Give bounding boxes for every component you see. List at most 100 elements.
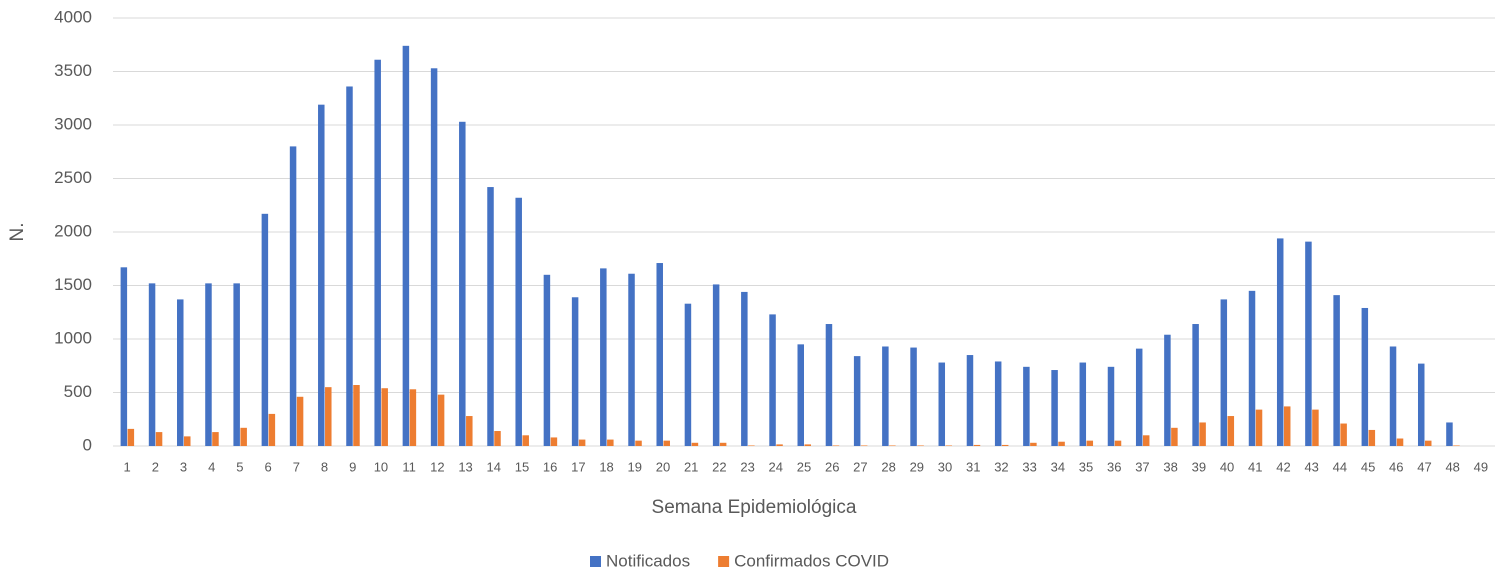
bar — [1107, 366, 1115, 446]
bar — [1340, 423, 1347, 446]
bar — [1227, 416, 1235, 446]
x-tick-label: 13 — [458, 459, 472, 474]
x-tick-label: 1 — [123, 459, 130, 474]
x-tick-label: 11 — [402, 459, 416, 474]
bar — [1361, 307, 1369, 446]
x-tick-label: 49 — [1474, 459, 1488, 474]
bar — [155, 432, 163, 446]
bar — [748, 445, 755, 446]
y-tick-label: 500 — [64, 382, 92, 401]
bar — [148, 283, 156, 446]
bar — [1446, 422, 1453, 446]
bar — [882, 346, 889, 446]
bar — [353, 385, 360, 446]
bar — [966, 355, 974, 446]
bar — [1368, 429, 1376, 446]
bar — [1389, 346, 1397, 446]
bar — [938, 362, 946, 446]
x-tick-label: 31 — [966, 459, 980, 474]
x-tick-label: 27 — [853, 459, 867, 474]
bar — [1199, 422, 1206, 446]
bar — [1305, 241, 1312, 446]
x-tick-label: 24 — [769, 459, 783, 474]
bar — [1051, 370, 1058, 446]
x-tick-label: 34 — [1051, 459, 1065, 474]
bar — [804, 444, 811, 446]
bar — [656, 263, 663, 446]
bar — [381, 388, 388, 446]
bar — [1312, 409, 1319, 446]
bar — [712, 284, 720, 446]
bar — [600, 268, 607, 446]
y-tick-label: 1000 — [54, 328, 92, 347]
x-tick-label: 37 — [1135, 459, 1149, 474]
x-tick-label: 18 — [599, 459, 613, 474]
bar — [684, 303, 692, 446]
bar — [776, 444, 783, 446]
bar — [346, 86, 353, 446]
x-tick-label: 7 — [293, 459, 300, 474]
x-tick-label: 4 — [208, 459, 215, 474]
bar — [1192, 324, 1199, 446]
bar — [184, 436, 191, 446]
x-tick-label: 25 — [797, 459, 811, 474]
bar — [1001, 444, 1009, 446]
bar — [1114, 440, 1122, 446]
bar — [889, 445, 896, 446]
bar — [550, 437, 558, 446]
bar — [1220, 299, 1228, 446]
bar — [289, 146, 297, 446]
x-tick-label: 15 — [515, 459, 529, 474]
bar — [127, 428, 135, 446]
bar — [1333, 295, 1340, 446]
bar — [578, 439, 586, 446]
x-tick-label: 2 — [152, 459, 159, 474]
bar — [769, 314, 776, 446]
bar — [994, 361, 1002, 446]
bar — [1142, 435, 1150, 446]
bar — [1396, 438, 1404, 446]
y-tick-label: 4000 — [54, 7, 92, 26]
bar — [910, 347, 917, 446]
bar — [268, 413, 276, 446]
x-tick-label: 6 — [265, 459, 272, 474]
bar — [325, 387, 332, 446]
x-tick-label: 28 — [881, 459, 895, 474]
bar — [437, 394, 445, 446]
bar — [973, 444, 981, 446]
bar — [296, 396, 304, 446]
bar — [374, 59, 381, 446]
x-tick-label: 47 — [1417, 459, 1431, 474]
bar — [1283, 406, 1291, 446]
bar — [1058, 441, 1065, 446]
x-tick-label: 8 — [321, 459, 328, 474]
x-tick-label: 46 — [1389, 459, 1403, 474]
x-tick-label: 35 — [1079, 459, 1093, 474]
x-tick-label: 10 — [374, 459, 388, 474]
x-tick-label: 19 — [628, 459, 642, 474]
bar — [466, 416, 473, 446]
bar — [543, 274, 551, 446]
bar — [741, 291, 748, 446]
bar — [1079, 362, 1087, 446]
bar — [860, 445, 868, 446]
bar — [635, 440, 642, 446]
bar — [1171, 427, 1178, 446]
x-tick-label: 3 — [180, 459, 187, 474]
bar — [240, 427, 247, 446]
x-tick-label: 38 — [1163, 459, 1177, 474]
bar — [663, 440, 670, 446]
bar — [797, 344, 804, 446]
bar — [430, 68, 438, 446]
bar — [515, 197, 522, 446]
x-axis-label: Semana Epidemiológica — [652, 497, 857, 518]
bar — [628, 273, 635, 446]
x-tick-label: 32 — [994, 459, 1008, 474]
bar — [917, 445, 924, 446]
bar — [1086, 440, 1094, 446]
bar — [1164, 334, 1171, 446]
bar — [177, 299, 184, 446]
y-tick-label: 3500 — [54, 61, 92, 80]
bar — [1276, 238, 1284, 446]
